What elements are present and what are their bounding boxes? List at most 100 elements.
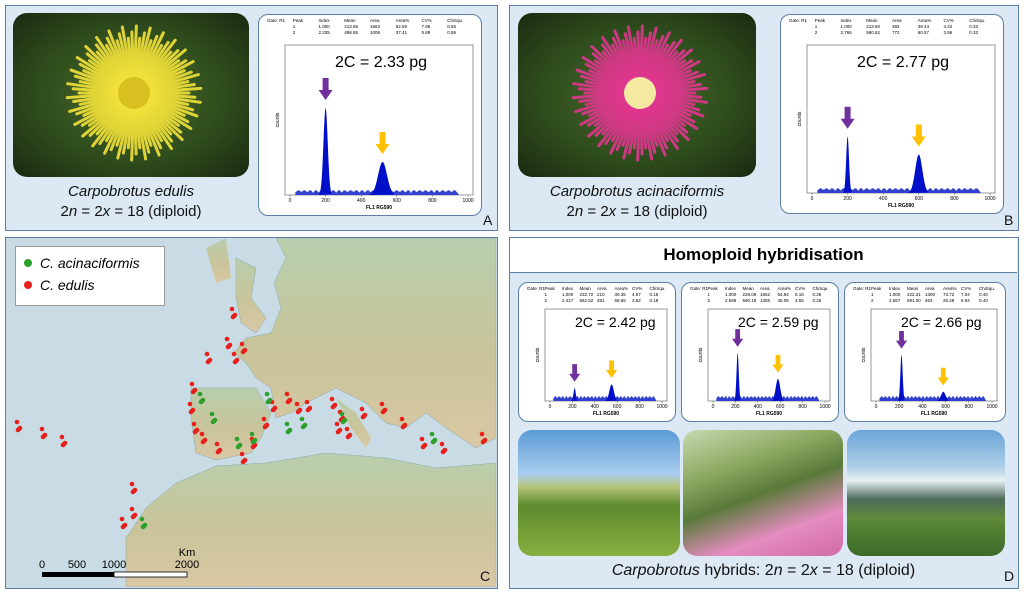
baseline <box>879 396 987 401</box>
site-dot <box>419 436 425 442</box>
arrow <box>318 78 333 100</box>
table-header: CV% <box>961 286 971 291</box>
site-dot <box>14 419 20 425</box>
site-dot <box>304 399 310 405</box>
table-cell: 0.33 <box>969 30 978 35</box>
table-header: Mean <box>866 18 878 23</box>
table-cell: 0.56 <box>447 24 456 29</box>
table-cell: 210 <box>597 292 605 297</box>
site-dot <box>207 357 213 363</box>
table-cell: 392 <box>892 24 900 29</box>
x-tick-label: 400 <box>357 198 366 204</box>
site-dot <box>199 431 205 437</box>
habitat-photo <box>847 430 1005 556</box>
site-dot <box>232 312 238 318</box>
table-cell: 73.72 <box>943 292 955 297</box>
x-tick-label: 0 <box>811 196 814 202</box>
table-cell: 1 <box>871 292 874 297</box>
table-cell: 30.35 <box>615 292 627 297</box>
x-tick-label: 0 <box>289 198 292 204</box>
site-dot <box>267 397 273 403</box>
x-tick-label: 800 <box>428 198 437 204</box>
site-dot <box>209 411 215 417</box>
table-header: CV% <box>632 286 642 291</box>
site-dot <box>42 432 48 438</box>
table-header: Index <box>725 286 737 291</box>
table-header: Area <box>760 286 770 291</box>
peak <box>843 136 852 193</box>
site-dot <box>122 522 128 528</box>
caption-text: 2 <box>566 203 575 220</box>
peak <box>908 154 930 193</box>
table-cell: 5.94 <box>961 298 970 303</box>
annotation: 2C = 2.59 pg <box>738 314 819 330</box>
table-cell: 1.000 <box>725 292 737 297</box>
site-dot <box>189 381 195 387</box>
flower-photo <box>13 13 249 177</box>
site-dot <box>239 451 245 457</box>
site-dot <box>334 421 340 427</box>
site-dot <box>359 406 365 412</box>
y-axis-label: counts <box>797 111 803 126</box>
table-cell: 1 <box>708 292 711 297</box>
table-cell: 45.06 <box>778 298 790 303</box>
x-tick-label: 0 <box>549 404 552 410</box>
table-header: Gate: R1 <box>690 286 709 291</box>
scale-label: 0 <box>39 559 45 571</box>
site-dot <box>191 421 197 427</box>
histogram-plot: Gate: R1 Peak Index Mean Area Area% CV% ChiSqu.… <box>690 286 831 417</box>
table-cell: 26.28 <box>943 298 955 303</box>
site-dot <box>217 447 223 453</box>
x-tick-label: 800 <box>950 196 959 202</box>
table-cell: 3.62 <box>632 298 641 303</box>
table-cell: 481 <box>597 298 605 303</box>
site-dot <box>284 391 290 397</box>
x-tick-label: 200 <box>895 404 904 410</box>
caption-line: 2n = 2x = 18 (diploid) <box>510 202 764 222</box>
site-dot <box>249 431 255 437</box>
arrow <box>375 132 390 154</box>
table-header: Gate: R1 <box>853 286 872 291</box>
caption-text: n <box>773 562 783 579</box>
site-dot <box>194 427 200 433</box>
table-cell: 2.588 <box>725 298 737 303</box>
table-cell: 62.59 <box>396 24 408 29</box>
site-dot <box>237 442 243 448</box>
x-tick-label: 200 <box>321 198 330 204</box>
table-header: Index <box>319 18 331 23</box>
table-header: Area <box>597 286 607 291</box>
table-cell: 2 <box>815 30 818 35</box>
table-cell: 0.26 <box>813 298 822 303</box>
panel-label: B <box>1004 212 1014 228</box>
histogram: Gate: R1 Peak Index Mean Area Area% CV% ChiSqu.… <box>518 282 676 422</box>
legend-label: C. acinaciformis <box>40 255 140 271</box>
caption-text: = 2 <box>583 203 609 220</box>
x-tick-label: 0 <box>712 404 715 410</box>
panel-a: Gate: R1 Peak Index Mean Area Area% CV% ChiSqu.… <box>5 5 498 231</box>
table-cell: 213.60 <box>866 24 880 29</box>
table-header: Gate: R1 <box>267 18 286 23</box>
histogram: Gate: R1 Peak Index Mean Area Area% CV% ChiSqu.… <box>681 282 839 422</box>
table-header: Area% <box>396 18 410 23</box>
caption: Carpobrotus hybrids: 2n = 2x = 18 (diplo… <box>510 561 1017 581</box>
arrow <box>937 367 949 386</box>
x-axis-label: FL1 RG590 <box>888 203 914 209</box>
site-dot <box>17 425 23 431</box>
table-cell: 2.766 <box>841 30 853 35</box>
x-tick-label: 200 <box>731 404 740 410</box>
caption-line: 2n = 2x = 18 (diploid) <box>13 202 249 222</box>
y-axis-label: counts <box>535 347 541 362</box>
x-tick-label: 800 <box>635 404 644 410</box>
flower-photo <box>518 13 756 177</box>
table-cell: 590.18 <box>743 298 757 303</box>
site-dot <box>242 457 248 463</box>
table-cell: 1663 <box>370 24 381 29</box>
scale-unit: Km <box>179 547 196 559</box>
x-axis-label: FL1 RG590 <box>366 205 392 211</box>
table-cell: 1 <box>545 292 548 297</box>
site-dot <box>200 397 206 403</box>
x-tick-label: 800 <box>965 404 974 410</box>
site-dot <box>142 522 148 528</box>
x-tick-label: 600 <box>941 404 950 410</box>
site-dot <box>342 417 348 423</box>
